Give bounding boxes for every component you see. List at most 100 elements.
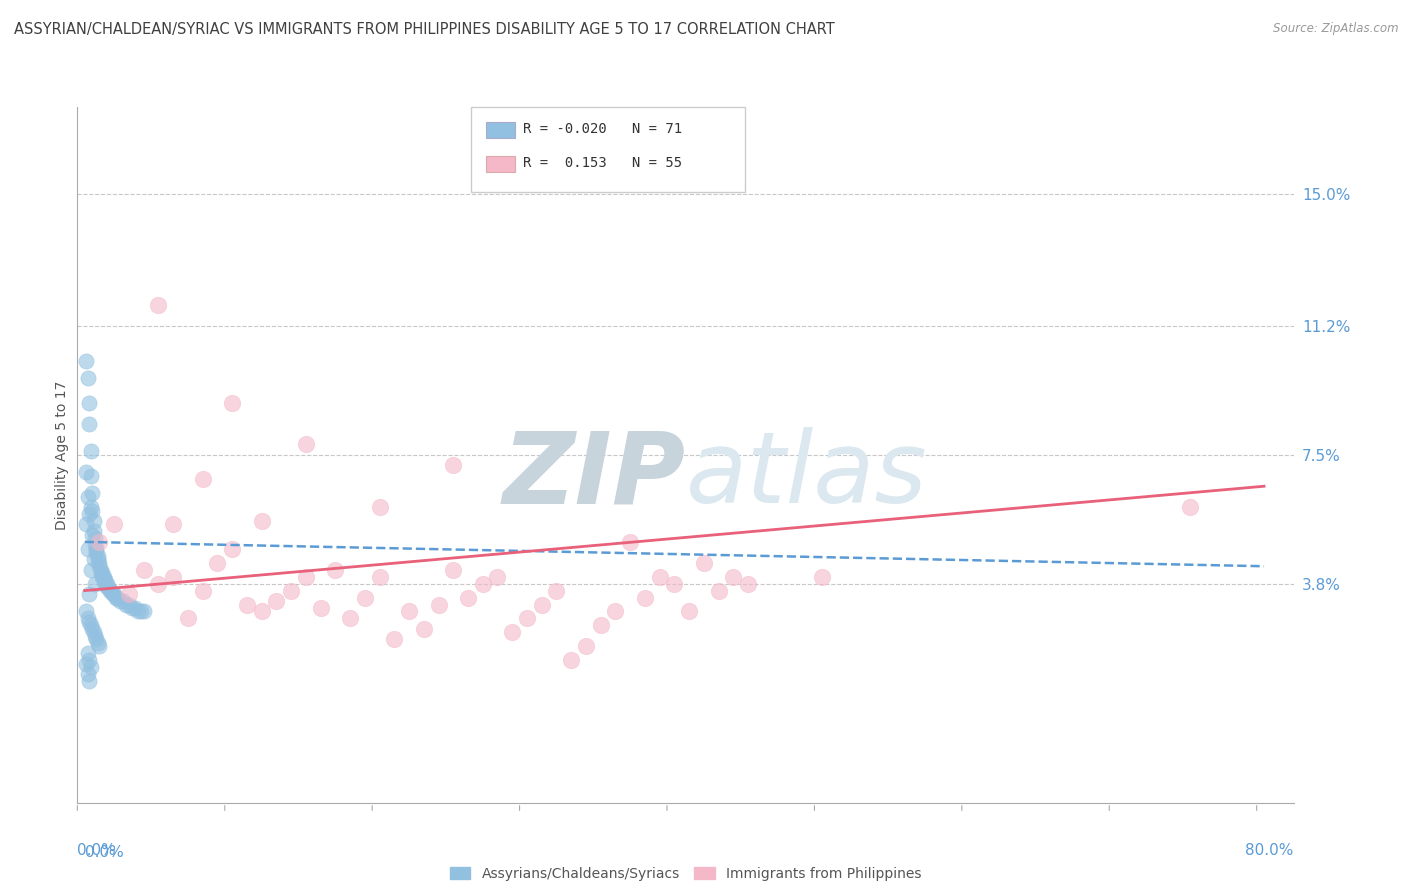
Point xyxy=(75,466,97,480)
Point xyxy=(83,625,105,640)
Point xyxy=(76,371,98,385)
Point xyxy=(295,570,318,584)
Point xyxy=(76,611,98,625)
Point xyxy=(94,573,117,587)
Point xyxy=(810,570,832,584)
Point xyxy=(723,570,745,584)
Text: 0.0%: 0.0% xyxy=(77,843,117,858)
Point xyxy=(457,591,479,605)
Text: R = -0.020   N = 71: R = -0.020 N = 71 xyxy=(523,122,682,136)
Point xyxy=(76,646,98,660)
Point xyxy=(250,605,273,619)
Point xyxy=(89,534,111,549)
Point xyxy=(339,611,361,625)
Point xyxy=(93,570,115,584)
Point xyxy=(75,354,97,368)
Point xyxy=(546,583,568,598)
Point xyxy=(619,534,641,549)
Point xyxy=(75,657,97,671)
Point xyxy=(97,580,120,594)
Point xyxy=(323,563,346,577)
Point xyxy=(77,396,100,410)
Point xyxy=(76,667,98,681)
Point xyxy=(501,625,523,640)
Point xyxy=(79,618,101,632)
Point xyxy=(96,580,118,594)
Text: R =  0.153   N = 55: R = 0.153 N = 55 xyxy=(523,156,682,170)
Point xyxy=(77,587,100,601)
Point xyxy=(132,563,155,577)
Point xyxy=(707,583,730,598)
Point xyxy=(664,576,686,591)
Point xyxy=(103,517,125,532)
Point xyxy=(86,632,108,647)
Point xyxy=(634,591,657,605)
Point xyxy=(589,618,612,632)
Point xyxy=(148,298,170,312)
Point xyxy=(91,570,114,584)
Point xyxy=(368,570,391,584)
Point xyxy=(104,591,127,605)
Point xyxy=(118,587,141,601)
Point xyxy=(89,639,111,653)
Point xyxy=(353,591,375,605)
Point xyxy=(83,524,105,539)
Text: ASSYRIAN/CHALDEAN/SYRIAC VS IMMIGRANTS FROM PHILIPPINES DISABILITY AGE 5 TO 17 C: ASSYRIAN/CHALDEAN/SYRIAC VS IMMIGRANTS F… xyxy=(14,22,835,37)
Point xyxy=(75,517,97,532)
Point xyxy=(79,660,101,674)
Text: ZIP: ZIP xyxy=(502,427,686,524)
Point xyxy=(129,605,152,619)
Point xyxy=(191,583,214,598)
Point xyxy=(91,566,114,581)
Point xyxy=(309,601,332,615)
Point xyxy=(1180,500,1202,514)
Point xyxy=(83,552,105,566)
Point xyxy=(441,458,464,473)
Point xyxy=(382,632,405,647)
Point xyxy=(162,570,184,584)
Point xyxy=(84,538,107,552)
Point xyxy=(560,653,582,667)
Point xyxy=(132,605,155,619)
Point xyxy=(90,563,112,577)
Point xyxy=(103,587,125,601)
Point xyxy=(80,503,103,517)
Point xyxy=(115,598,138,612)
Point xyxy=(648,570,671,584)
Point xyxy=(121,601,143,615)
Point xyxy=(79,563,101,577)
Point xyxy=(80,528,103,542)
Point xyxy=(76,541,98,556)
Point xyxy=(96,576,118,591)
Point xyxy=(207,556,229,570)
Point xyxy=(89,559,111,574)
Point xyxy=(105,591,128,605)
Point xyxy=(398,605,420,619)
Y-axis label: Disability Age 5 to 17: Disability Age 5 to 17 xyxy=(55,380,69,530)
Point xyxy=(191,472,214,486)
Text: 80.0%: 80.0% xyxy=(1246,843,1294,858)
Point xyxy=(77,507,100,521)
Point xyxy=(250,514,273,528)
Point xyxy=(516,611,538,625)
Point xyxy=(77,674,100,689)
Point xyxy=(124,601,146,615)
Point xyxy=(76,490,98,504)
Point xyxy=(98,583,121,598)
Point xyxy=(79,444,101,458)
Point xyxy=(90,566,112,581)
Point xyxy=(84,629,107,643)
Point xyxy=(83,514,105,528)
Point xyxy=(86,541,108,556)
Point xyxy=(575,639,598,653)
Point xyxy=(87,552,110,566)
Point xyxy=(84,532,107,546)
Point xyxy=(471,576,494,591)
Point xyxy=(427,598,450,612)
Point xyxy=(177,611,200,625)
Point xyxy=(148,576,170,591)
Point xyxy=(79,500,101,514)
Point xyxy=(75,605,97,619)
Point xyxy=(101,587,124,601)
Point xyxy=(412,622,434,636)
